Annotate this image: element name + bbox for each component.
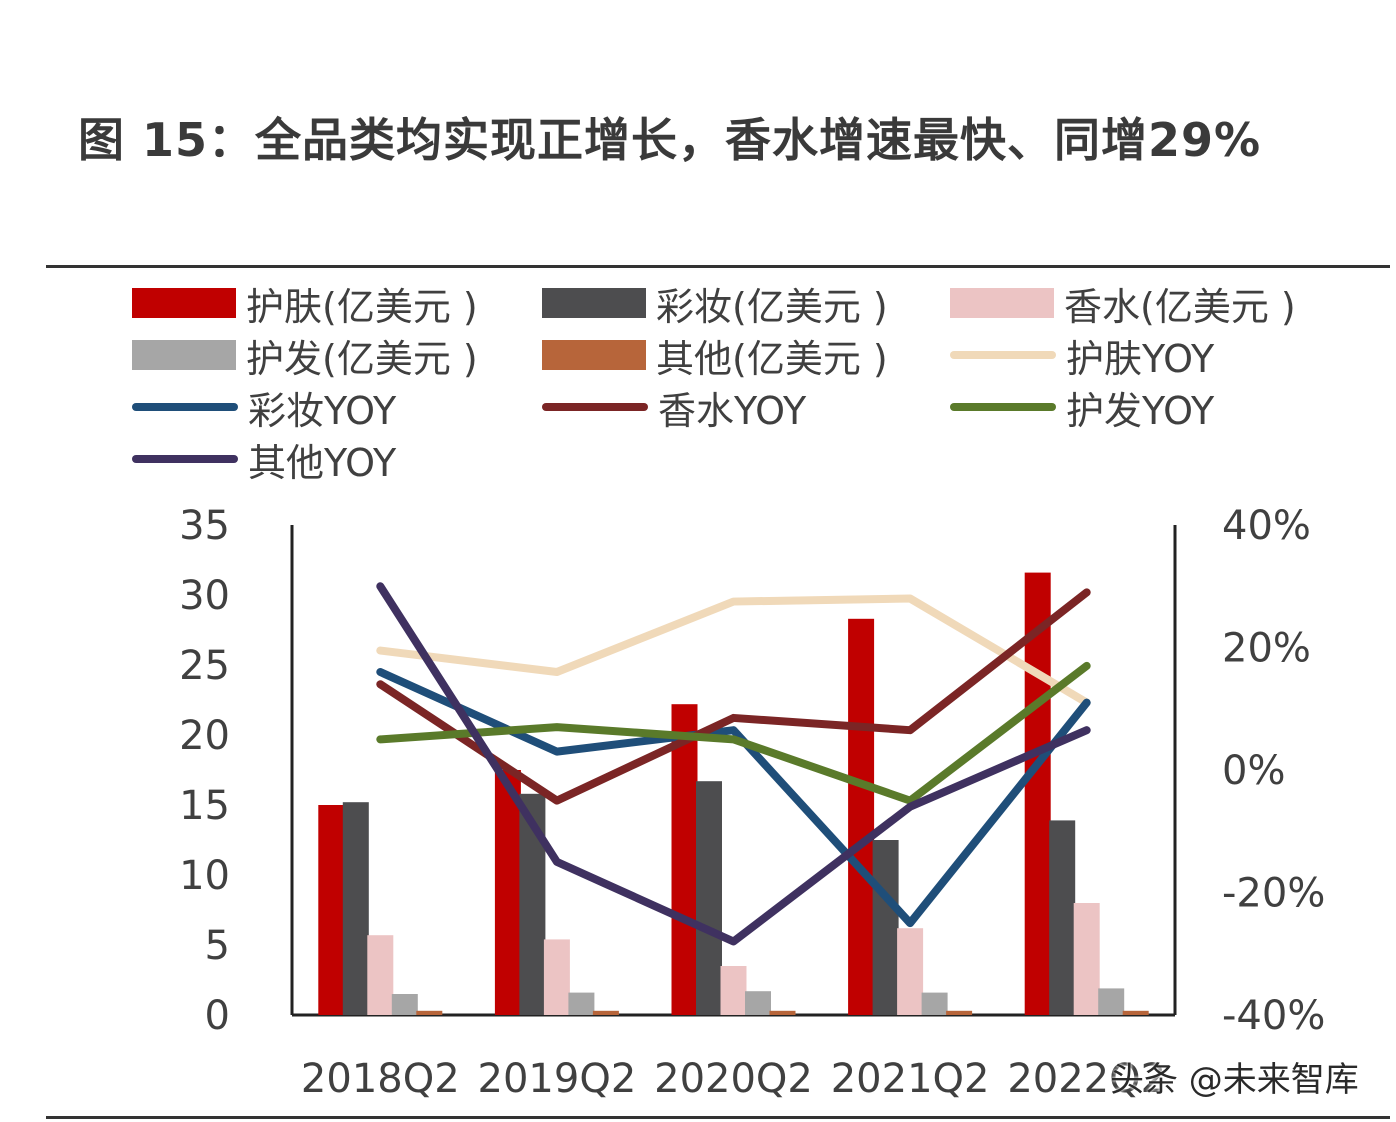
bar (1024, 572, 1051, 1015)
y-left-tick-label: 35 (179, 503, 230, 549)
y-right-tick-label: 0% (1222, 748, 1285, 794)
bar (416, 1010, 443, 1015)
top-divider (46, 265, 1390, 268)
bar (946, 1010, 973, 1015)
y-left-tick-label: 25 (179, 643, 230, 689)
legend-label: 护肤(亿美元 ) (246, 284, 478, 329)
bar (342, 802, 369, 1015)
legend-item-other: 其他(亿美元 ) (542, 330, 888, 381)
legend-item-skincare: 护肤(亿美元 ) (132, 278, 478, 329)
y-left-tick-label: 5 (205, 923, 230, 969)
legend-label: 彩妆YOY (248, 388, 397, 433)
bar (494, 770, 521, 1015)
bar (568, 992, 595, 1015)
bar (872, 840, 899, 1015)
series-line (376, 588, 1091, 805)
legend-swatch (542, 340, 646, 370)
legend-label: 护发(亿美元 ) (246, 336, 478, 381)
legend-item-haircare: 护发(亿美元 ) (132, 330, 478, 381)
legend-item-other-yoy: 其他YOY (132, 434, 397, 485)
x-tick-label: 2019Q2 (478, 1056, 637, 1102)
bar (745, 991, 771, 1015)
y-right-tick-label: -40% (1222, 993, 1325, 1039)
y-left-tick-label: 30 (179, 573, 230, 619)
bar (1122, 1010, 1149, 1015)
y-right-tick-label: -20% (1222, 871, 1325, 917)
bar (848, 618, 875, 1015)
x-tick-label: 2018Q2 (301, 1056, 460, 1102)
legend-label: 其他(亿美元 ) (656, 336, 888, 381)
bottom-divider (46, 1116, 1390, 1119)
bar (769, 1010, 796, 1015)
legend-label: 香水(亿美元 ) (1064, 284, 1296, 329)
y-left-tick-label: 0 (205, 993, 230, 1039)
legend-swatch (542, 403, 648, 411)
bar (367, 935, 394, 1015)
bar (592, 1010, 619, 1015)
bar (897, 928, 924, 1015)
legend-swatch (950, 403, 1056, 411)
y-right-tick-label: 40% (1222, 503, 1311, 549)
legend-swatch (542, 288, 646, 318)
bar (696, 781, 722, 1015)
y-left-tick-label: 15 (179, 783, 230, 829)
x-tick-label: 2020Q2 (654, 1056, 813, 1102)
bar (671, 704, 698, 1015)
legend-label: 彩妆(亿美元 ) (656, 284, 888, 329)
legend-swatch (132, 288, 236, 318)
bar (1073, 903, 1100, 1015)
legend-label: 香水YOY (658, 388, 807, 433)
y-right-tick-label: 20% (1222, 626, 1311, 672)
bar (391, 994, 418, 1015)
legend-label: 护肤YOY (1066, 336, 1215, 381)
legend-swatch (132, 403, 238, 411)
bar (1098, 988, 1125, 1015)
bar (318, 805, 345, 1015)
y-left-tick-label: 20 (179, 713, 230, 759)
bar (720, 966, 747, 1015)
x-tick-label: 2022Q2 (1007, 1056, 1166, 1102)
legend-item-makeup: 彩妆(亿美元 ) (542, 278, 888, 329)
series-line (376, 582, 1091, 946)
bar (543, 939, 570, 1015)
x-tick-label: 2021Q2 (831, 1056, 990, 1102)
legend-swatch (132, 455, 238, 463)
legend-swatch (950, 288, 1054, 318)
watermark: 头条 @未来智库 (1110, 1060, 1359, 1100)
legend-label: 护发YOY (1066, 388, 1215, 433)
legend-swatch (950, 351, 1056, 359)
legend-label: 其他YOY (248, 440, 397, 485)
y-left-tick-label: 10 (179, 853, 230, 899)
legend-item-makeup-yoy: 彩妆YOY (132, 382, 397, 433)
legend-item-haircare-yoy: 护发YOY (950, 382, 1215, 433)
legend-item-fragrance-yoy: 香水YOY (542, 382, 807, 433)
chart-title: 图 15：全品类均实现正增长，香水增速最快、同增29% (78, 113, 1262, 167)
series-line (376, 661, 1091, 805)
legend-swatch (132, 340, 236, 370)
bar (1049, 820, 1076, 1015)
legend-item-fragrance: 香水(亿美元 ) (950, 278, 1296, 329)
series-line (376, 668, 1091, 928)
series-line (376, 594, 1091, 707)
bar (921, 992, 948, 1015)
legend-item-skincare-yoy: 护肤YOY (950, 330, 1215, 381)
